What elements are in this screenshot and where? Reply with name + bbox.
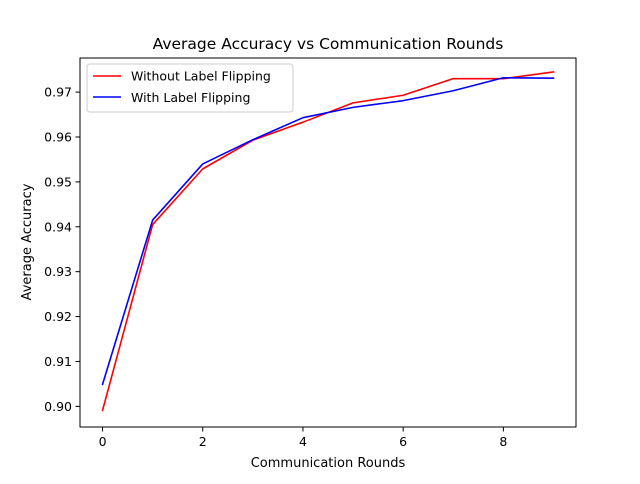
- y-tick-label: 0.96: [44, 130, 72, 145]
- chart-title: Average Accuracy vs Communication Rounds: [153, 35, 504, 53]
- y-tick-label: 0.94: [44, 219, 72, 234]
- y-tick-label: 0.97: [44, 85, 72, 100]
- x-tick-label: 0: [99, 434, 107, 449]
- x-tick-label: 8: [499, 434, 507, 449]
- x-axis-label: Communication Rounds: [251, 456, 406, 471]
- y-tick-label: 0.95: [44, 174, 72, 189]
- x-axis-ticks: 0 2 4 6 8: [99, 427, 507, 449]
- legend-label-without-label-flipping: Without Label Flipping: [131, 69, 271, 84]
- y-tick-label: 0.93: [44, 264, 72, 279]
- y-tick-label: 0.90: [44, 399, 72, 414]
- x-tick-label: 6: [399, 434, 407, 449]
- y-tick-label: 0.91: [44, 354, 72, 369]
- legend-label-with-label-flipping: With Label Flipping: [131, 90, 250, 105]
- y-tick-label: 0.92: [44, 309, 72, 324]
- legend: Without Label Flipping With Label Flippi…: [86, 63, 294, 113]
- x-tick-label: 4: [299, 434, 307, 449]
- y-axis-ticks: 0.90 0.91 0.92 0.93 0.94 0.95 0.96 0.97: [44, 85, 80, 414]
- plot-frame: [79, 57, 577, 428]
- x-tick-label: 2: [199, 434, 207, 449]
- y-axis-label: Average Accuracy: [20, 183, 35, 300]
- series-lines: [101, 71, 555, 412]
- legend-box: [86, 63, 294, 113]
- series-line-with-label-flipping: [101, 76, 555, 386]
